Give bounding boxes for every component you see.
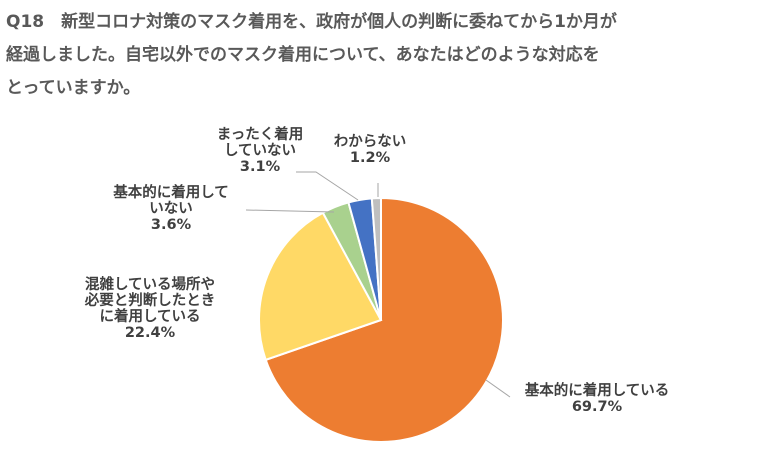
data-label-text: に着用している (99, 307, 200, 325)
data-label-value: 22.4% (125, 325, 176, 341)
title-line-3: とっていますか。 (6, 78, 141, 98)
label-dont-know: わからない 1.2% (334, 133, 407, 166)
leader-line (296, 171, 359, 201)
data-label-value: 3.1% (240, 159, 281, 175)
data-label-value: 69.7% (572, 399, 623, 415)
label-wear-basically: 基本的に着用している 69.7% (524, 381, 670, 415)
data-label-text: 基本的に着用して (112, 183, 229, 201)
data-label-text: 必要と判断したとき (84, 291, 216, 309)
label-never-wear: まったく着用していない 3.1% (217, 125, 303, 175)
data-label-text: わからない (334, 133, 407, 150)
label-not-wear-basically: 基本的に着用していない 3.6% (112, 183, 229, 233)
slice-wear-basically (264, 196, 504, 443)
title-line-1: Q18 新型コロナ対策のマスク着用を、政府が個人の判断に委ねてから1か月が (6, 12, 617, 32)
data-label-text: 基本的に着用している (524, 381, 670, 399)
data-label-text: いない (149, 200, 193, 217)
data-label-value: 1.2% (350, 150, 391, 166)
leader-line (485, 379, 511, 398)
leader-line (245, 209, 335, 213)
data-label-text: していない (224, 142, 296, 159)
title-line-2: 経過しました。自宅以外でのマスク着用について、あなたはどのような対応を (6, 45, 600, 65)
data-label-value: 3.6% (151, 217, 192, 233)
data-label-text: まったく着用 (217, 125, 303, 143)
slice-dont-know (370, 196, 382, 321)
label-wear-when-needed: 混雑している場所や必要と判断したときに着用している 22.4% (84, 275, 216, 341)
question-title: Q18 新型コロナ対策のマスク着用を、政府が個人の判断に委ねてから1か月が 経過… (6, 6, 756, 105)
data-label-text: 混雑している場所や (85, 275, 215, 293)
slice-wear-when-needed (258, 211, 383, 362)
